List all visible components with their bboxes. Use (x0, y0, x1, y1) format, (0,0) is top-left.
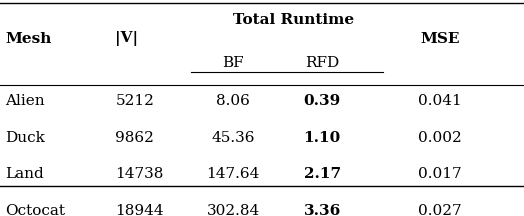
Text: 14738: 14738 (115, 167, 163, 181)
Text: 302.84: 302.84 (206, 204, 260, 216)
Text: 5212: 5212 (115, 94, 154, 108)
Text: 3.36: 3.36 (303, 204, 341, 216)
Text: 18944: 18944 (115, 204, 164, 216)
Text: Octocat: Octocat (5, 204, 66, 216)
Text: BF: BF (222, 56, 244, 70)
Text: RFD: RFD (305, 56, 340, 70)
Text: Alien: Alien (5, 94, 45, 108)
Text: 45.36: 45.36 (211, 130, 255, 145)
Text: 0.39: 0.39 (303, 94, 341, 108)
Text: MSE: MSE (420, 32, 460, 46)
Text: |V|: |V| (115, 31, 138, 46)
Text: 1.10: 1.10 (303, 130, 341, 145)
Text: Total Runtime: Total Runtime (233, 13, 354, 27)
Text: 147.64: 147.64 (206, 167, 260, 181)
Text: 9862: 9862 (115, 130, 154, 145)
Text: Mesh: Mesh (5, 32, 52, 46)
Text: 0.041: 0.041 (418, 94, 462, 108)
Text: 0.017: 0.017 (418, 167, 462, 181)
Text: 8.06: 8.06 (216, 94, 250, 108)
Text: Duck: Duck (5, 130, 45, 145)
Text: 0.002: 0.002 (418, 130, 462, 145)
Text: 2.17: 2.17 (304, 167, 341, 181)
Text: Land: Land (5, 167, 44, 181)
Text: 0.027: 0.027 (418, 204, 462, 216)
